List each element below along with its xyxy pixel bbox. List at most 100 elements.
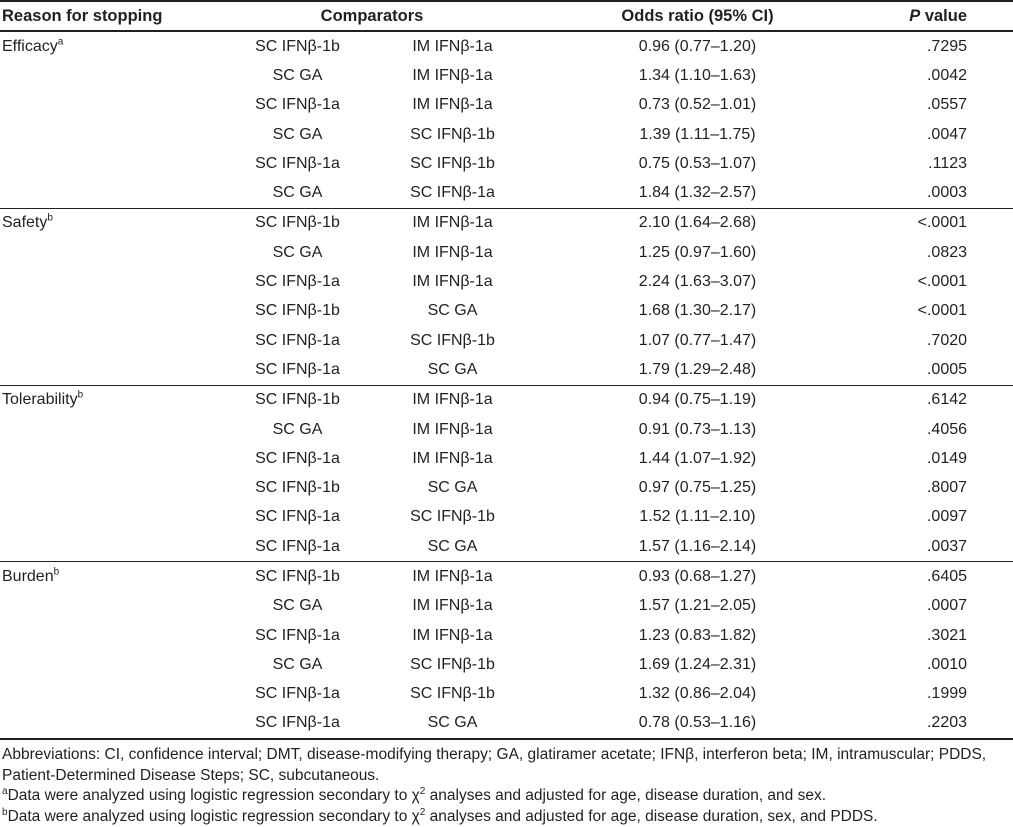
p-value-cell: .0003	[926, 184, 968, 202]
reason-cell	[0, 91, 195, 120]
comparator-1-cell: SC GA	[272, 125, 323, 143]
comparator-1-cell: SC GA	[272, 597, 323, 615]
odds-ratio-cell: 0.94 (0.75–1.19)	[638, 391, 757, 409]
footnote-b-marker: b	[2, 806, 8, 818]
table-row: Tolerabilityb SC IFNβ-1b IM IFNβ-1a 0.94 (0…	[0, 385, 1013, 415]
p-value-cell: .8007	[926, 479, 968, 497]
comparator-2-cell: IM IFNβ-1a	[412, 96, 493, 114]
odds-ratio-cell: 1.44 (1.07–1.92)	[638, 449, 757, 467]
reason-cell	[0, 149, 195, 178]
p-value-cell: .0005	[926, 360, 968, 378]
comparator-2-cell: SC GA	[427, 479, 478, 497]
section-footnote-marker: b	[47, 213, 53, 225]
odds-ratio-cell: 1.84 (1.32–2.57)	[638, 184, 757, 202]
col-header-reason-for-stopping: Reason for stopping	[2, 6, 163, 25]
comparator-1-cell: SC GA	[272, 420, 323, 438]
p-value-cell: .7295	[926, 37, 968, 55]
p-value-cell: .3021	[926, 626, 968, 644]
table-row: SC IFNβ-1a IM IFNβ-1a 2.24 (1.63–3.07) <.00…	[0, 267, 1013, 296]
comparator-1-cell: SC GA	[272, 243, 323, 261]
comparator-1-cell: SC IFNβ-1a	[255, 714, 340, 732]
table-row: SC GA IM IFNβ-1a 0.91 (0.73–1.13) .4056	[0, 415, 1013, 444]
reason-cell	[0, 267, 195, 296]
p-value-italic-p: P	[909, 6, 921, 25]
table-row: SC GA IM IFNβ-1a 1.34 (1.10–1.63) .0042	[0, 61, 1013, 90]
p-value-cell: .2203	[926, 714, 968, 732]
p-value-cell: <.0001	[917, 273, 968, 291]
chi-squared-exponent: 2	[419, 806, 426, 818]
odds-ratio-cell: 1.57 (1.16–2.14)	[638, 537, 757, 555]
reason-cell	[0, 238, 195, 267]
comparator-1-cell: SC IFNβ-1a	[255, 537, 340, 555]
section-footnote-marker: b	[77, 389, 84, 401]
comparator-2-cell: IM IFNβ-1a	[412, 391, 493, 409]
comparator-2-cell: SC IFNβ-1b	[410, 508, 495, 526]
odds-ratio-cell: 1.32 (0.86–2.04)	[638, 685, 757, 703]
comparator-2-cell: SC IFNβ-1b	[410, 685, 495, 703]
comparator-1-cell: SC GA	[272, 66, 323, 84]
p-value-cell: <.0001	[917, 302, 968, 320]
comparator-1-cell: SC IFNβ-1b	[255, 479, 340, 497]
reason-cell: Safetyb	[0, 208, 195, 238]
section-footnote-marker: a	[57, 36, 64, 48]
reason-cell	[0, 503, 195, 532]
comparator-2-cell: IM IFNβ-1a	[412, 243, 493, 261]
table-header: Reason for stopping Comparators Odds rat…	[0, 1, 1013, 31]
comparator-1-cell: SC IFNβ-1a	[255, 154, 340, 172]
odds-ratio-cell: 0.78 (0.53–1.16)	[638, 714, 757, 732]
comparator-1-cell: SC IFNβ-1a	[255, 331, 340, 349]
table-row: SC IFNβ-1a SC IFNβ-1b 1.07 (0.77–1.47) .702…	[0, 326, 1013, 355]
odds-ratio-cell: 0.93 (0.68–1.27)	[638, 567, 757, 585]
reason-cell	[0, 592, 195, 621]
comparator-2-cell: SC IFNβ-1b	[410, 331, 495, 349]
comparator-1-cell: SC IFNβ-1b	[255, 214, 340, 232]
table-row: SC GA IM IFNβ-1a 1.57 (1.21–2.05) .0007	[0, 592, 1013, 621]
table-row: SC IFNβ-1a SC IFNβ-1b 1.52 (1.11–2.10) .009…	[0, 503, 1013, 532]
p-value-cell: .0007	[926, 597, 968, 615]
odds-ratio-cell: 0.75 (0.53–1.07)	[638, 154, 757, 172]
comparator-1-cell: SC IFNβ-1a	[255, 96, 340, 114]
table-row: SC IFNβ-1a SC IFNβ-1b 0.75 (0.53–1.07) .112…	[0, 149, 1013, 178]
reason-cell	[0, 621, 195, 650]
col-header-comparators: Comparators	[320, 6, 424, 25]
table-row: SC IFNβ-1a SC GA 1.57 (1.16–2.14) .0037	[0, 532, 1013, 562]
footnote-b-text-pre: Data were analyzed using logistic regres…	[7, 807, 420, 825]
p-value-cell: .1123	[928, 154, 968, 172]
comparator-1-cell: SC IFNβ-1a	[255, 685, 340, 703]
table-row: SC IFNβ-1a SC GA 0.78 (0.53–1.16) .2203	[0, 709, 1013, 739]
comparator-2-cell: IM IFNβ-1a	[412, 37, 493, 55]
section-label: Tolerability	[2, 391, 78, 409]
reason-cell	[0, 709, 195, 739]
comparator-2-cell: IM IFNβ-1a	[412, 66, 493, 84]
table-row: Safetyb SC IFNβ-1b IM IFNβ-1a 2.10 (1.64–2.…	[0, 208, 1013, 238]
comparator-1-cell: SC IFNβ-1a	[255, 360, 340, 378]
comparator-2-cell: IM IFNβ-1a	[412, 597, 493, 615]
table-row: SC GA IM IFNβ-1a 1.25 (0.97–1.60) .0823	[0, 238, 1013, 267]
table-footnotes: Abbreviations: CI, confidence interval; …	[0, 745, 1013, 827]
table-row: SC IFNβ-1b SC GA 1.68 (1.30–2.17) <.0001	[0, 297, 1013, 326]
reason-cell: Tolerabilityb	[0, 385, 195, 415]
comparator-1-cell: SC GA	[272, 184, 323, 202]
table-row: SC IFNβ-1a IM IFNβ-1a 1.44 (1.07–1.92) .014…	[0, 444, 1013, 473]
reason-cell	[0, 297, 195, 326]
reason-cell	[0, 444, 195, 473]
odds-ratio-cell: 0.73 (0.52–1.01)	[638, 96, 757, 114]
p-value-cell: .0010	[926, 655, 968, 673]
comparator-2-cell: IM IFNβ-1a	[412, 420, 493, 438]
reason-cell	[0, 532, 195, 562]
chi-squared-exponent: 2	[419, 785, 426, 797]
footnote-a-marker: a	[2, 785, 8, 797]
table-row: SC GA SC IFNβ-1a 1.84 (1.32–2.57) .0003	[0, 178, 1013, 208]
p-value-cell: .6142	[926, 391, 968, 409]
footnote-b: bData were analyzed using logistic regre…	[2, 807, 1013, 827]
reason-cell	[0, 61, 195, 90]
odds-ratio-cell: 1.57 (1.21–2.05)	[638, 597, 757, 615]
comparator-2-cell: IM IFNβ-1a	[412, 273, 493, 291]
reason-cell	[0, 680, 195, 709]
comparator-1-cell: SC IFNβ-1a	[255, 508, 340, 526]
odds-ratio-cell: 1.25 (0.97–1.60)	[638, 243, 757, 261]
table-row: SC IFNβ-1a SC IFNβ-1b 1.32 (0.86–2.04) .199…	[0, 680, 1013, 709]
comparator-2-cell: SC GA	[427, 360, 478, 378]
odds-ratio-cell: 1.52 (1.11–2.10)	[639, 508, 756, 526]
